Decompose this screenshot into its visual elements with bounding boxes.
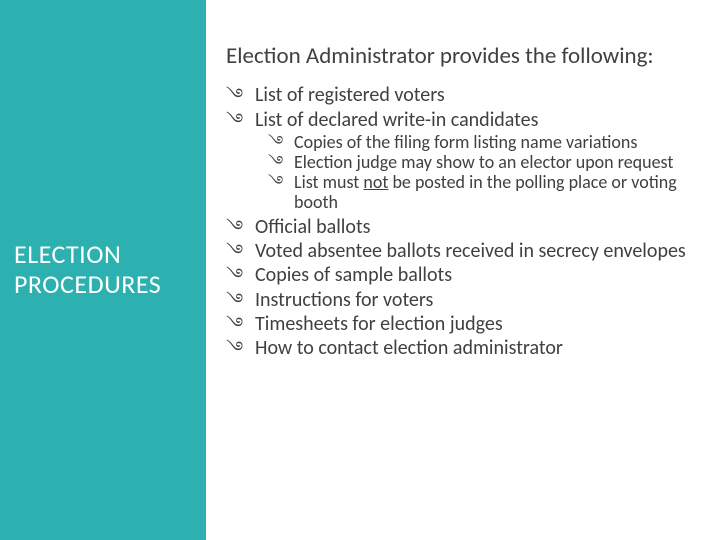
list-item: ࿓ List of registered voters — [226, 84, 700, 107]
sub-list-item-text: List must not be posted in the polling p… — [294, 173, 700, 213]
bullet-icon: ࿓ — [268, 173, 288, 213]
bullet-icon: ࿓ — [226, 337, 248, 360]
list-item: ࿓ Voted absentee ballots received in secr… — [226, 240, 700, 263]
list-item: ࿓ Official ballots — [226, 216, 700, 239]
sub-list-item-text: Election judge may show to an elector up… — [294, 153, 700, 173]
list-item-text: How to contact election administrator — [255, 337, 700, 360]
list-item-text: List of declared write-in candidates — [255, 109, 700, 132]
list-item-text: Voted absentee ballots received in secre… — [255, 240, 700, 263]
sub-list-item: ࿓ Copies of the filing form listing name … — [268, 133, 700, 153]
list-item: ࿓ How to contact election administrator — [226, 337, 700, 360]
sidebar-title-line1: ELECTION — [14, 238, 121, 270]
bullet-icon: ࿓ — [268, 133, 288, 153]
bullet-icon: ࿓ — [226, 289, 248, 312]
bullet-icon: ࿓ — [226, 240, 248, 263]
sub-list-item: ࿓ Election judge may show to an elector u… — [268, 153, 700, 173]
list-item-text: List of registered voters — [255, 84, 700, 107]
list-item: ࿓ Copies of sample ballots — [226, 264, 700, 287]
bullet-icon: ࿓ — [226, 84, 248, 107]
bullet-icon: ࿓ — [226, 109, 248, 132]
main-list: ࿓List of registered voters࿓List of decla… — [226, 84, 700, 361]
list-item: ࿓ List of declared write-in candidates — [226, 109, 700, 132]
sidebar: ELECTION PROCEDURES — [0, 0, 206, 540]
list-item: ࿓ Instructions for voters — [226, 289, 700, 312]
sidebar-title-line2: PROCEDURES — [14, 268, 161, 300]
sub-list-item-text: Copies of the filing form listing name v… — [294, 133, 700, 153]
bullet-icon: ࿓ — [268, 153, 288, 173]
sidebar-title: ELECTION PROCEDURES — [14, 240, 161, 300]
list-item-text: Copies of sample ballots — [255, 264, 700, 287]
sub-list: ࿓ Copies of the filing form listing name … — [268, 133, 700, 213]
bullet-icon: ࿓ — [226, 216, 248, 239]
page-heading: Election Administrator provides the foll… — [226, 44, 700, 68]
bullet-icon: ࿓ — [226, 264, 248, 287]
sub-list-item: ࿓List must not be posted in the polling … — [268, 173, 700, 213]
list-item-text: Official ballots — [255, 216, 700, 239]
list-item-text: Instructions for voters — [255, 289, 700, 312]
content: Election Administrator provides the foll… — [226, 44, 700, 362]
bullet-icon: ࿓ — [226, 313, 248, 336]
list-item: ࿓ Timesheets for election judges — [226, 313, 700, 336]
list-item-text: Timesheets for election judges — [255, 313, 700, 336]
